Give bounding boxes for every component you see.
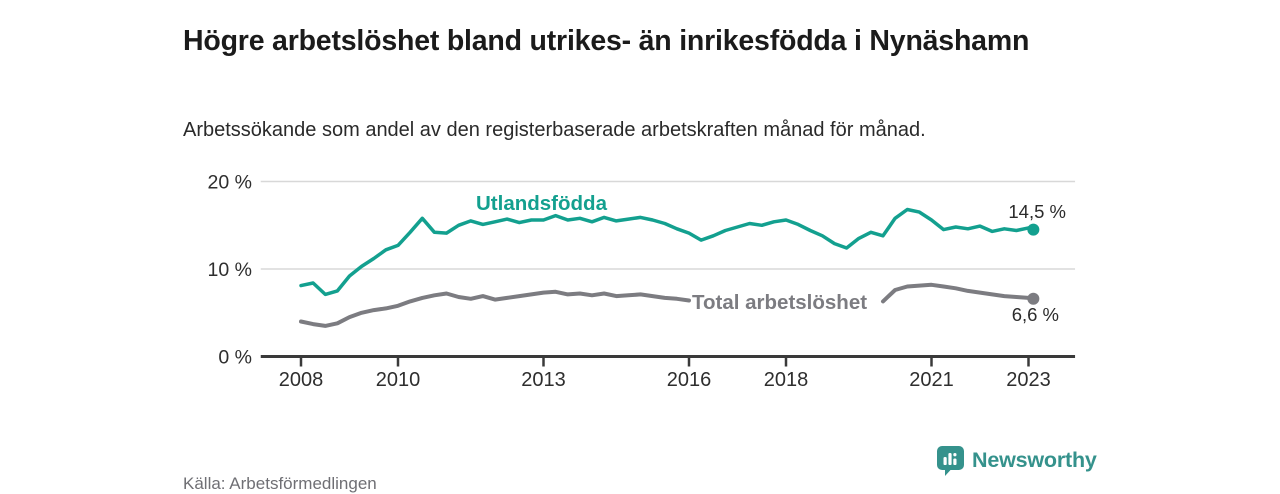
end-value-label-utlandsfodda: 14,5 %: [1008, 201, 1066, 222]
x-axis-label: 2021: [909, 369, 954, 391]
series-label-utlandsfodda: Utlandsfödda: [476, 192, 608, 215]
line-chart: 0 % 10 % 20 % 2008 2010 2013 2016 2018 2021 2023 U…: [208, 172, 1076, 391]
x-axis-label: 2008: [279, 369, 324, 391]
y-axis-label: 20 %: [208, 172, 252, 194]
x-axis-label: 2010: [376, 369, 421, 391]
y-axis-label: 0 %: [218, 347, 252, 369]
newsworthy-logo[interactable]: Newsworthy: [936, 444, 1097, 476]
series-label-total-arbetsloshet: Total arbetslöshet: [692, 291, 867, 314]
x-axis-label: 2018: [764, 369, 809, 391]
source-note: Källa: Arbetsförmedlingen: [183, 474, 377, 493]
end-dot-total-arbetsloshet: [1027, 292, 1040, 305]
series-line-total-arbetsloshet: [299, 289, 691, 328]
newsworthy-logo-text: Newsworthy: [972, 447, 1097, 472]
x-axis-label: 2023: [1006, 369, 1051, 391]
x-axis-label: 2013: [521, 369, 566, 391]
end-value-label-total-arbetsloshet: 6,6 %: [1012, 304, 1059, 325]
end-dot-utlandsfodda: [1027, 223, 1040, 236]
chart-subtitle: Arbetssökande som andel av den registerb…: [183, 119, 926, 141]
series-line-total-arbetsloshet: [881, 282, 1036, 304]
x-axis-label: 2016: [667, 369, 712, 391]
speech-bubble-bar-chart-icon: [937, 445, 964, 476]
y-axis-label: 10 %: [208, 259, 252, 281]
chart-title: Högre arbetslöshet bland utrikes- än inr…: [183, 25, 1030, 58]
series-line-utlandsfodda: [299, 207, 1036, 297]
